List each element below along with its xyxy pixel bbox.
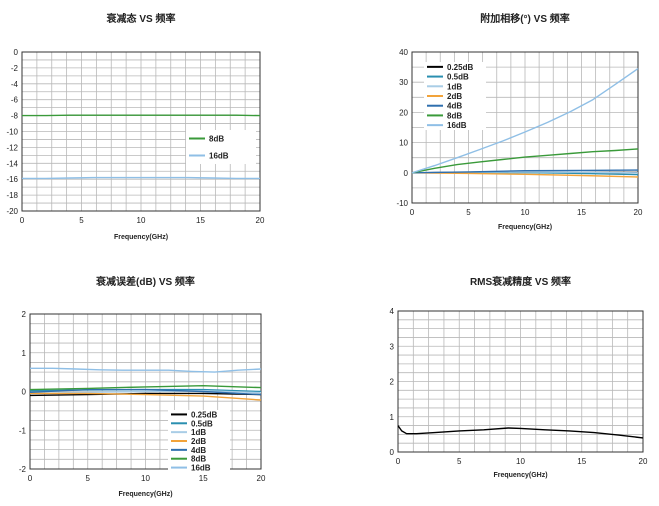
legend-label: 16dB [447,121,467,130]
y-tick-label: 40 [399,48,408,57]
y-tick-label: 10 [399,139,408,148]
series-line-4dB [29,388,262,396]
y-tick-label: -6 [11,96,19,105]
y-tick-label: -12 [6,143,18,152]
legend-label: 1dB [447,82,462,91]
series-line-16dB [30,367,262,373]
x-axis-label: Frequency(GHz) [498,224,552,231]
chart-title: 附加相移(°) VS 频率 [480,12,570,25]
y-tick-label: 30 [399,78,408,87]
y-tick-label: 4 [390,307,395,316]
x-tick-label: 5 [86,474,91,483]
legend-label: 0.25dB [191,410,217,419]
series-line-4dB [411,169,639,174]
x-tick-label: 0 [28,474,33,483]
y-tick-label: 3 [390,342,395,351]
chart-panel-1: 衰减态 VS 频率 0 5 10 15 20 0 -2 -4 -6 -8 -10 -12 -14 -16 -1… [6,12,265,241]
x-axis-label: Frequency(GHz) [118,491,172,498]
y-tick-label: 0 [404,169,409,178]
legend-label: 16dB [209,152,229,161]
y-tick-label: 1 [22,349,27,358]
series-line-16dB [22,176,260,180]
x-tick-label: 15 [577,208,586,217]
y-tick-label: -10 [6,128,18,137]
y-tick-label: 0 [14,48,19,57]
legend-label: 8dB [447,111,462,120]
legend-label: 0.5dB [447,73,469,82]
legend-label: 8dB [209,135,224,144]
y-tick-label: 1 [390,413,395,422]
y-tick-label: -10 [396,199,408,208]
legend: 8dB 16dB [186,130,256,164]
x-tick-label: 10 [516,457,525,466]
x-tick-label: 10 [521,208,530,217]
y-tick-label: -20 [6,207,18,216]
x-axis-label: Frequency(GHz) [114,234,168,241]
y-tick-label: -14 [6,159,18,168]
chart-panel-2: 附加相移(°) VS 频率0 5 10 15 20403020100-10Frequen… [396,12,643,231]
y-tick-label: -1 [19,426,27,435]
chart-panel-3: 衰减误差(dB) VS 频率0 5 10 15 20210-1-2Frequency(G… [19,275,266,498]
series-line-2dB [411,172,639,178]
x-tick-label: 10 [141,474,150,483]
series-line-8dB [411,148,639,174]
series-line-rms [397,425,644,439]
legend-label: 2dB [447,92,462,101]
chart-title: RMS衰减精度 VS 频率 [470,275,571,288]
x-tick-label: 0 [20,216,25,225]
y-tick-label: -4 [11,80,19,89]
x-tick-label: 20 [639,457,648,466]
x-tick-label: 15 [196,216,205,225]
y-tick-label: 2 [22,310,27,319]
y-tick-label: 20 [399,108,408,117]
chart-title: 衰减误差(dB) VS 频率 [95,275,195,288]
series-line-2dB [30,392,262,401]
chart-title: 衰减态 VS 频率 [106,12,176,25]
y-tick-label: 0 [390,448,395,457]
x-tick-label: 5 [457,457,462,466]
legend-label: 4dB [447,102,462,111]
x-tick-label: 15 [199,474,208,483]
y-tick-label: 2 [390,378,395,387]
legend-label: 8dB [191,455,206,464]
x-tick-label: 0 [396,457,401,466]
y-tick-label: -2 [19,465,27,474]
x-axis-label: Frequency(GHz) [493,472,547,479]
x-tick-label: 20 [256,216,265,225]
series-line-8dB [29,385,262,391]
series-line-16dB [411,68,639,174]
x-tick-label: 20 [634,208,643,217]
series-line-1dB [29,390,262,395]
series-line-0_25dB [29,392,262,397]
y-tick-label: -8 [11,112,19,121]
y-tick-label: -18 [6,191,18,200]
legend-label: 2dB [191,437,206,446]
x-tick-label: 5 [79,216,84,225]
x-tick-label: 15 [577,457,586,466]
x-tick-label: 5 [466,208,471,217]
legend-box [186,130,256,164]
legend-label: 1dB [191,428,206,437]
plot-frame [411,51,639,204]
y-tick-label: -16 [6,175,18,184]
plot-frame [397,310,644,453]
legend-label: 4dB [191,446,206,455]
y-tick-label: -2 [11,64,19,73]
y-tick-label: 0 [22,388,27,397]
legend-label: 0.25dB [447,63,473,72]
x-tick-label: 20 [257,474,266,483]
x-tick-label: 0 [410,208,415,217]
legend-label: 16dB [191,464,211,473]
plot-frame [21,51,261,212]
legend-label: 0.5dB [191,419,213,428]
x-tick-label: 10 [137,216,146,225]
